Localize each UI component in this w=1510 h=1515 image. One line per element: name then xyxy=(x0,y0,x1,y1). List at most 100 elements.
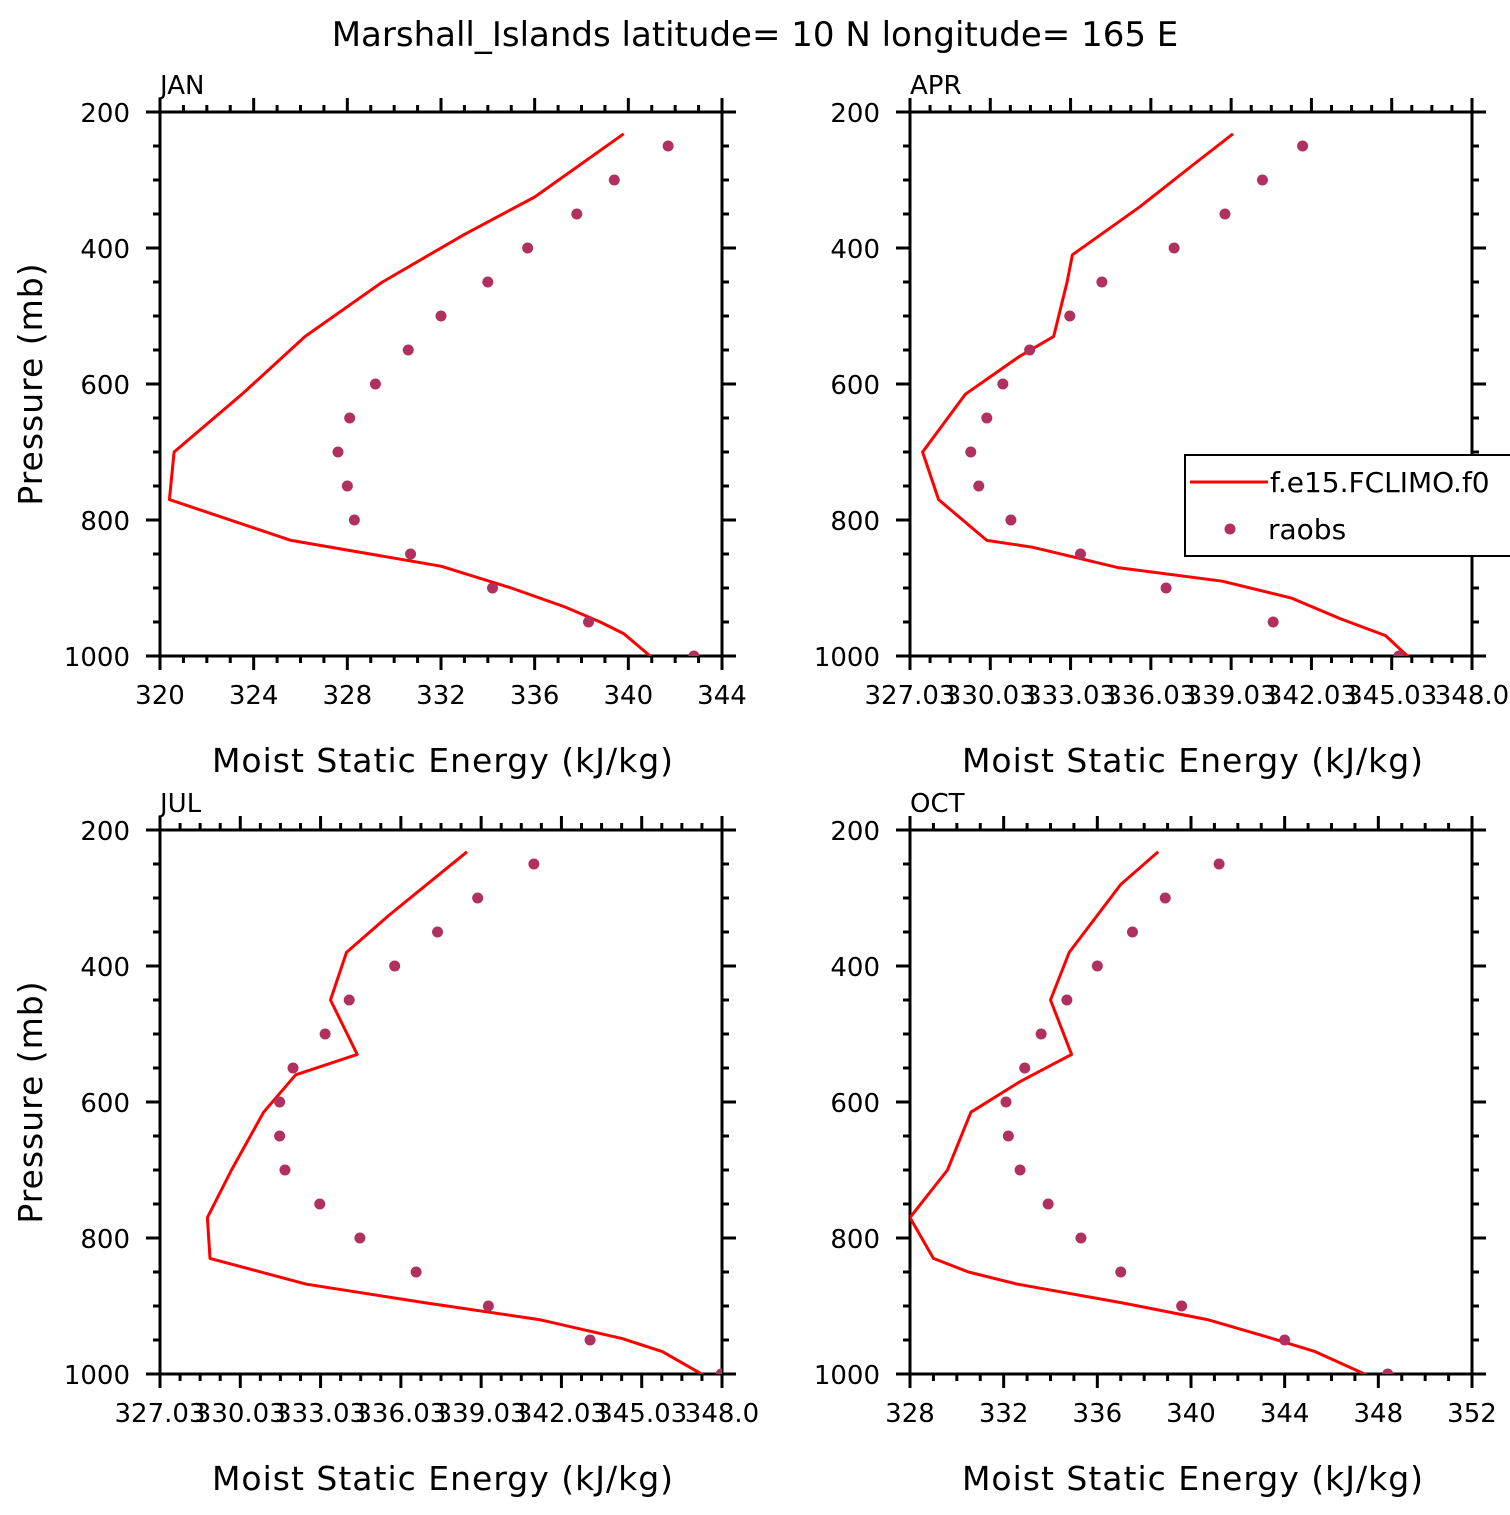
raobs-point xyxy=(482,276,494,288)
x-tick-label: 342.03 xyxy=(1266,681,1357,711)
x-tick-label: 336 xyxy=(1073,1399,1123,1429)
x-tick-label: 344 xyxy=(697,681,747,711)
x-tick-label: 339.03 xyxy=(436,1399,527,1429)
raobs-point xyxy=(1160,582,1172,594)
legend-obs-label: raobs xyxy=(1268,513,1346,546)
panel-jul: JUL 200 400 600 800 1000 327.03330.03333.03336… xyxy=(11,789,759,1498)
raobs-point xyxy=(583,616,595,628)
x-tick-label: 327.03 xyxy=(115,1399,206,1429)
raobs-point xyxy=(1159,892,1171,904)
x-tick-label: 328 xyxy=(323,681,373,711)
y-tick-label: 1000 xyxy=(814,643,880,673)
raobs-point xyxy=(1075,1232,1087,1244)
raobs-point xyxy=(1014,1164,1026,1176)
raobs-point xyxy=(1297,140,1309,152)
raobs-point xyxy=(688,650,700,656)
plot-frame xyxy=(158,828,724,1376)
y-tick-label: 200 xyxy=(80,817,130,847)
raobs-point xyxy=(662,140,674,152)
raobs-point xyxy=(435,310,447,322)
x-tick-label: 352 xyxy=(1447,1399,1497,1429)
raobs-point xyxy=(274,1130,286,1142)
x-tick-label: 336.03 xyxy=(355,1399,446,1429)
y-tick-label: 800 xyxy=(80,1225,130,1255)
model-series-line xyxy=(205,850,705,1374)
x-axis-title: Moist Static Energy (kJ/kg) xyxy=(962,741,1424,780)
raobs-point xyxy=(344,412,356,424)
raobs-point xyxy=(332,446,344,458)
y-tick-label: 600 xyxy=(830,371,880,401)
raobs-point xyxy=(1279,1334,1291,1346)
raobs-point xyxy=(274,1096,286,1108)
raobs-point xyxy=(482,1300,494,1312)
raobs-point xyxy=(1002,1130,1014,1142)
y-tick-label: 200 xyxy=(80,99,130,129)
raobs-point xyxy=(608,174,620,186)
raobs-point xyxy=(487,582,499,594)
raobs-point xyxy=(1005,514,1017,526)
y-tick-label: 800 xyxy=(830,507,880,537)
x-axis-title: Moist Static Energy (kJ/kg) xyxy=(212,741,674,780)
panel-data xyxy=(921,132,1410,656)
raobs-point xyxy=(410,1266,422,1278)
x-tick-label: 332 xyxy=(416,681,466,711)
x-tick-label: 328 xyxy=(885,1399,935,1429)
raobs-point xyxy=(432,926,444,938)
x-tick-label: 345.03 xyxy=(596,1399,687,1429)
y-axis-title: Pressure (mb) xyxy=(11,980,50,1223)
panel-label: JAN xyxy=(158,71,204,101)
plot-frame xyxy=(158,110,724,658)
y-tick-label: 400 xyxy=(830,235,880,265)
panel-apr: APR 200 400 600 800 1000 327.03330.03333.03336… xyxy=(814,71,1509,780)
x-tick-label: 342.03 xyxy=(516,1399,607,1429)
x-tick-label: 320 xyxy=(135,681,185,711)
raobs-point xyxy=(1000,1096,1012,1108)
model-series-line xyxy=(910,850,1369,1374)
raobs-point xyxy=(522,242,534,254)
raobs-point xyxy=(1096,276,1108,288)
y-tick-label: 200 xyxy=(830,817,880,847)
x-tick-label: 324 xyxy=(229,681,279,711)
plot-frame xyxy=(908,828,1474,1376)
raobs-point xyxy=(319,1028,331,1040)
y-tick-label: 600 xyxy=(80,1089,130,1119)
raobs-point xyxy=(405,548,417,560)
y-axis-title: Pressure (mb) xyxy=(11,262,50,505)
raobs-point xyxy=(287,1062,299,1074)
raobs-point xyxy=(1035,1028,1047,1040)
raobs-point xyxy=(584,1334,596,1346)
x-tick-label: 336 xyxy=(510,681,560,711)
y-tick-label: 200 xyxy=(830,99,880,129)
x-axis-title: Moist Static Energy (kJ/kg) xyxy=(212,1459,674,1498)
x-tick-label: 330.03 xyxy=(945,681,1036,711)
y-tick-label: 1000 xyxy=(64,643,130,673)
raobs-point xyxy=(389,960,401,972)
x-tick-label: 340 xyxy=(1166,1399,1216,1429)
raobs-point xyxy=(1219,208,1231,220)
raobs-point xyxy=(1061,994,1073,1006)
raobs-point xyxy=(472,892,484,904)
raobs-point xyxy=(1091,960,1103,972)
x-axis-title: Moist Static Energy (kJ/kg) xyxy=(962,1459,1424,1498)
x-tick-label: 327.03 xyxy=(865,681,956,711)
raobs-point xyxy=(1019,1062,1031,1074)
raobs-point xyxy=(1213,858,1225,870)
y-tick-label: 600 xyxy=(80,371,130,401)
raobs-point xyxy=(348,514,360,526)
model-series-line xyxy=(921,132,1410,656)
raobs-point xyxy=(1042,1198,1054,1210)
x-tick-label: 348 xyxy=(1354,1399,1404,1429)
raobs-point xyxy=(369,378,381,390)
raobs-point xyxy=(1126,926,1138,938)
raobs-point xyxy=(571,208,583,220)
x-tick-label: 333.03 xyxy=(1025,681,1116,711)
figure-title: Marshall_Islands latitude= 10 N longitud… xyxy=(332,15,1179,55)
raobs-point xyxy=(1176,1300,1188,1312)
y-tick-label: 800 xyxy=(80,507,130,537)
panel-label: JUL xyxy=(158,789,202,819)
raobs-point xyxy=(402,344,414,356)
plot-frame xyxy=(908,110,1474,658)
panel-data xyxy=(910,850,1394,1374)
